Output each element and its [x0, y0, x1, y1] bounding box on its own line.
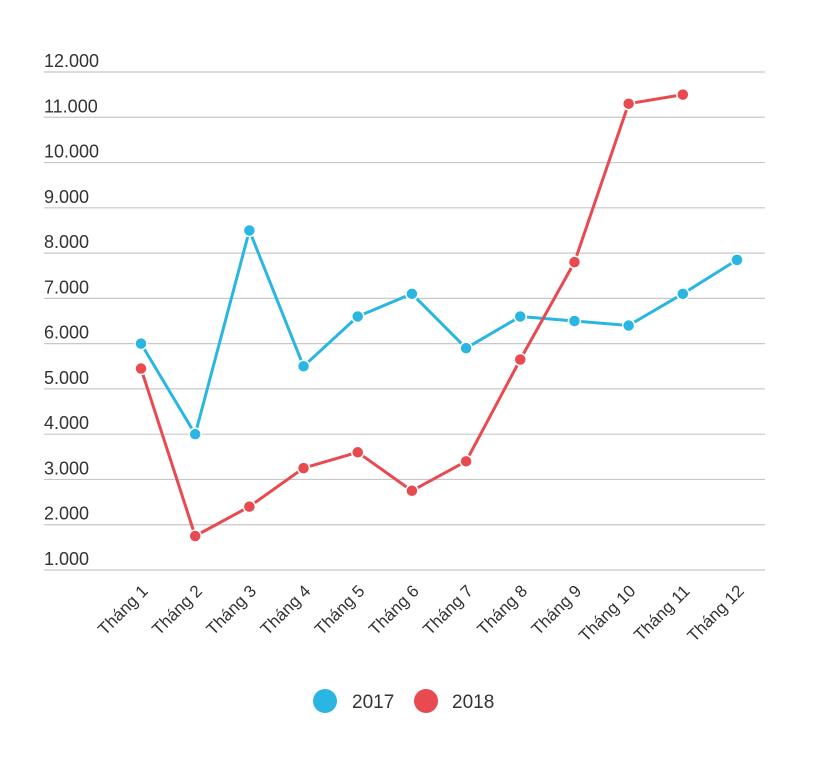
- data-point-2017-7: [459, 341, 473, 355]
- legend-swatch-2018: [414, 689, 438, 713]
- y-tick-label: 7.000: [44, 277, 89, 297]
- legend-label-2017: 2017: [352, 692, 394, 713]
- y-tick-label: 5.000: [44, 368, 89, 388]
- data-point-2017-1: [134, 336, 148, 351]
- data-point-2018-3: [242, 499, 257, 514]
- data-point-2017-11: [676, 287, 690, 301]
- x-tick-label: Tháng 6: [365, 581, 423, 639]
- x-tick-label: Tháng 8: [474, 581, 532, 639]
- x-tick-label: Tháng 2: [148, 581, 206, 639]
- data-point-2017-4: [296, 359, 311, 374]
- data-point-2018-7: [459, 454, 473, 469]
- legend: 2017 2018: [313, 689, 494, 713]
- data-point-2017-12: [730, 253, 744, 267]
- x-tick-label: Tháng 7: [419, 581, 477, 639]
- data-point-2018-1: [134, 361, 148, 376]
- y-tick-label: 11.000: [44, 96, 98, 116]
- y-tick-label: 2.000: [44, 504, 89, 524]
- series-group: [134, 87, 744, 543]
- y-tick-label: 9.000: [44, 187, 89, 207]
- data-point-2017-6: [405, 287, 419, 301]
- y-tick-label: 3.000: [44, 458, 89, 478]
- data-point-2017-8: [513, 309, 528, 324]
- data-point-2017-3: [242, 223, 257, 238]
- data-point-2018-4: [296, 461, 311, 475]
- data-point-2018-5: [350, 445, 365, 460]
- series-line-2017: [139, 229, 738, 436]
- x-tick-label: Tháng 5: [311, 581, 369, 639]
- legend-label-2018: 2018: [452, 692, 494, 713]
- legend-swatch-2017: [313, 689, 337, 713]
- data-point-2018-10: [621, 96, 636, 111]
- data-point-2018-6: [405, 484, 419, 498]
- series-line-2018: [139, 93, 684, 538]
- y-tick-label: 8.000: [44, 232, 89, 252]
- x-tick-label: Tháng 4: [257, 581, 315, 639]
- x-tick-label: Tháng 3: [203, 581, 261, 639]
- data-point-2018-11: [676, 87, 690, 102]
- x-tick-label: Tháng 10: [575, 581, 639, 645]
- y-tick-label: 6.000: [44, 323, 89, 343]
- x-tick-label: Tháng 11: [630, 581, 693, 644]
- x-tick-label: Tháng 12: [684, 581, 748, 645]
- y-tick-label: 1.000: [44, 549, 89, 569]
- data-point-2017-2: [188, 427, 202, 441]
- data-point-2017-5: [350, 309, 365, 324]
- y-tick-label: 12.000: [44, 51, 99, 71]
- y-tick-label: 10.000: [44, 142, 99, 162]
- data-point-2018-9: [567, 255, 582, 269]
- x-tick-label: Tháng 1: [94, 581, 152, 639]
- grid-lines: [44, 71, 765, 571]
- data-point-2018-2: [188, 529, 202, 543]
- data-point-2017-10: [621, 318, 636, 333]
- y-tick-label: 4.000: [44, 413, 89, 433]
- data-point-2018-8: [513, 352, 528, 367]
- data-point-2017-9: [567, 314, 582, 328]
- y-axis-ticks: 1.000 2.000 3.000 4.000 5.000 6.000 7.000 8.000…: [44, 51, 99, 569]
